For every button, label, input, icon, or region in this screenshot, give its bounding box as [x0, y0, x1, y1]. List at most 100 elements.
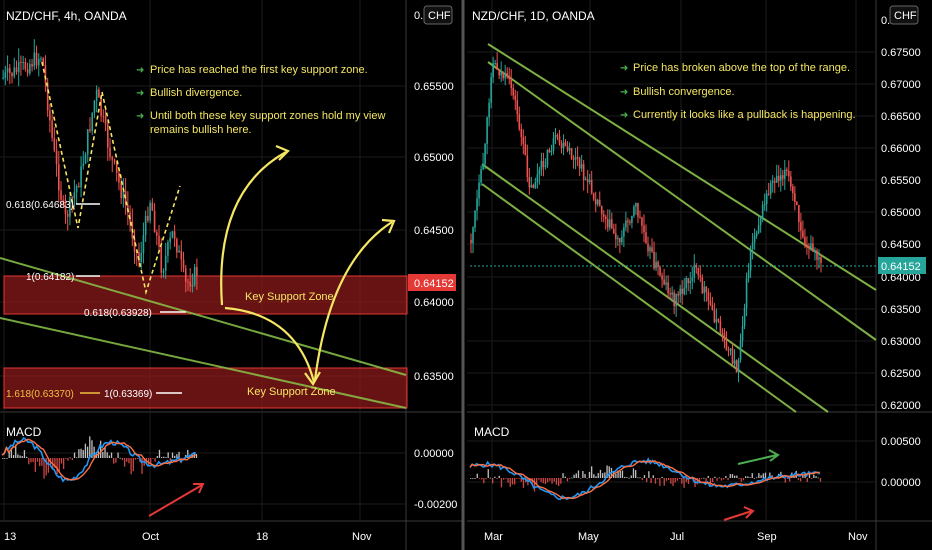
right-x-tick-1: May: [578, 531, 599, 543]
left-macd-histogram-bar: [6, 458, 8, 459]
right-macd-histogram-bar: [470, 478, 472, 479]
left-trendline-2: [0, 317, 407, 409]
left-candle: [17, 61, 20, 73]
right-candle: [568, 148, 571, 151]
right-candle: [667, 282, 669, 294]
right-macd-histogram-bar: [595, 476, 597, 478]
right-candle: [554, 134, 557, 139]
right-y-tick-5: 0.65000: [881, 207, 921, 219]
right-candle: [814, 250, 816, 252]
right-candle: [641, 217, 643, 226]
right-macd-histogram-bar: [716, 478, 718, 481]
right-macd-histogram-bar: [659, 478, 661, 486]
right-candle: [516, 100, 519, 115]
left-candle: [44, 65, 47, 83]
right-candle: [506, 73, 509, 77]
right-candle: [611, 219, 613, 229]
right-macd-histogram-bar: [725, 476, 727, 478]
right-candle: [745, 278, 748, 308]
left-macd-histogram-bar: [93, 446, 95, 458]
right-candle: [639, 216, 641, 218]
right-signal-line: [469, 460, 820, 500]
left-candle: [115, 161, 118, 173]
left-candle: [42, 58, 45, 66]
right-candle: [665, 282, 667, 285]
right-macd-histogram-bar: [522, 478, 525, 488]
right-macd-histogram-bar: [698, 478, 701, 482]
right-candle: [763, 204, 766, 206]
right-macd-histogram-bar: [604, 472, 606, 478]
right-candle: [602, 214, 605, 217]
right-macd-histogram-bar: [606, 465, 608, 478]
right-candle: [538, 169, 541, 175]
left-macd-histogram-bar: [91, 440, 93, 458]
svg-text:➜: ➜: [620, 63, 628, 74]
left-currency-badge[interactable]: [423, 5, 453, 25]
left-divergence-arrow: [148, 483, 205, 517]
right-candle: [671, 292, 673, 295]
right-macd-histogram-bar: [628, 477, 630, 479]
left-candle: [167, 242, 169, 256]
right-macd-histogram-bar: [564, 476, 566, 478]
right-candle: [709, 300, 712, 305]
right-candle: [715, 319, 718, 323]
right-candle: [534, 182, 537, 188]
right-candle: [761, 204, 764, 219]
right-candle: [818, 257, 820, 260]
right-currency-badge[interactable]: [889, 5, 919, 25]
left-candle: [151, 202, 154, 211]
right-candle: [808, 245, 810, 249]
right-macd-histogram-bar: [800, 478, 802, 482]
right-macd-histogram-bar: [714, 476, 716, 478]
right-macd-histogram-bar: [683, 478, 685, 488]
right-candle: [588, 179, 591, 182]
right-candle: [655, 261, 657, 269]
right-candle: [476, 198, 478, 211]
right-candles: [470, 52, 822, 383]
right-candle: [651, 247, 653, 252]
right-candle: [737, 359, 740, 373]
right-macd-histogram-bar: [507, 478, 509, 483]
right-macd-histogram-bar: [474, 478, 476, 479]
left-macd-histogram-bar: [115, 458, 117, 463]
right-candle: [472, 227, 474, 244]
right-candle: [488, 102, 490, 118]
left-candle: [191, 285, 194, 287]
left-candle: [196, 267, 198, 277]
left-candle: [55, 150, 58, 165]
right-candle: [552, 138, 555, 152]
right-macd-histogram-bar: [577, 470, 580, 478]
left-candle: [182, 259, 185, 269]
right-candle: [596, 199, 599, 205]
right-macd-histogram-bar: [786, 478, 789, 479]
right-macd-histogram-bar: [533, 478, 536, 492]
left-candle: [109, 147, 111, 157]
right-macd-histogram-bar: [663, 478, 665, 486]
left-macd-histogram-bar: [19, 455, 21, 458]
left-macd-histogram-bar: [141, 458, 143, 474]
right-macd-histogram-bar: [802, 474, 804, 478]
left-last-price: 0.64152: [414, 278, 454, 290]
right-macd-histogram-bar: [740, 478, 742, 482]
left-macd-histogram-bar: [132, 458, 134, 472]
left-macd-histogram-bar: [78, 449, 80, 458]
left-macd-histogram-bar: [171, 452, 174, 458]
right-macd-histogram-bar: [632, 468, 635, 478]
left-macd-histogram-bar: [47, 458, 50, 473]
right-macd-histogram-bar: [731, 474, 734, 478]
right-macd-histogram-bar: [538, 478, 540, 480]
right-macd-histogram-bar: [489, 477, 492, 479]
right-macd-histogram-bar: [718, 477, 720, 479]
right-macd-histogram-bar: [531, 478, 533, 486]
left-macd-histogram-bar: [117, 452, 119, 458]
right-y-tick-0: 0.67500: [881, 47, 921, 59]
right-macd-histogram-bar: [782, 476, 784, 478]
right-y-axis: 0.67500 0.67000 0.66500 0.66000 0.65500 …: [881, 47, 921, 489]
left-macd-histogram-bar: [73, 452, 76, 458]
left-candle: [133, 238, 136, 252]
right-macd-histogram-bar: [797, 478, 800, 481]
left-candle: [118, 172, 120, 183]
left-macd-histogram-bar: [62, 458, 65, 469]
left-trendline-1: [0, 257, 407, 376]
right-macd-histogram-bar: [498, 475, 500, 478]
